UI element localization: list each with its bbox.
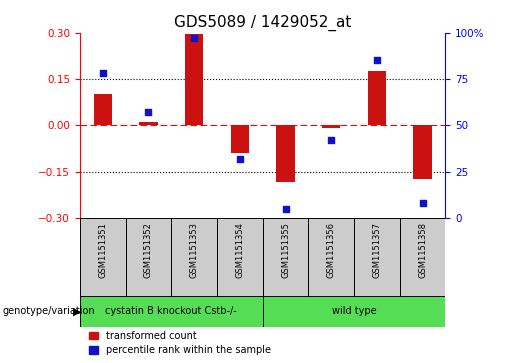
Point xyxy=(373,57,381,63)
Text: wild type: wild type xyxy=(332,306,376,316)
Point xyxy=(144,109,152,115)
Text: GSM1151357: GSM1151357 xyxy=(372,222,382,278)
Bar xyxy=(217,218,263,298)
Bar xyxy=(126,218,171,298)
Bar xyxy=(368,71,386,125)
Bar xyxy=(414,125,432,179)
Text: GSM1151356: GSM1151356 xyxy=(327,222,336,278)
Bar xyxy=(263,296,445,327)
Bar xyxy=(322,125,340,129)
Text: GSM1151353: GSM1151353 xyxy=(190,222,199,278)
Bar xyxy=(80,218,126,298)
Bar xyxy=(400,218,445,298)
Bar xyxy=(80,296,263,327)
Bar xyxy=(308,218,354,298)
Text: GSM1151352: GSM1151352 xyxy=(144,222,153,278)
Bar xyxy=(231,125,249,153)
Text: GSM1151351: GSM1151351 xyxy=(98,222,107,278)
Bar xyxy=(354,218,400,298)
Text: ▶: ▶ xyxy=(73,306,82,316)
Bar xyxy=(263,218,308,298)
Point xyxy=(419,200,427,206)
Text: cystatin B knockout Cstb-/-: cystatin B knockout Cstb-/- xyxy=(106,306,237,316)
Point xyxy=(236,156,244,162)
Title: GDS5089 / 1429052_at: GDS5089 / 1429052_at xyxy=(174,15,351,31)
Bar xyxy=(139,122,158,125)
Point xyxy=(327,137,335,143)
Point xyxy=(190,35,198,41)
Point xyxy=(281,205,289,211)
Bar xyxy=(94,94,112,125)
Bar xyxy=(185,34,203,125)
Bar xyxy=(277,125,295,182)
Point xyxy=(98,70,107,76)
Text: GSM1151358: GSM1151358 xyxy=(418,222,427,278)
Bar xyxy=(171,218,217,298)
Text: GSM1151354: GSM1151354 xyxy=(235,222,244,278)
Text: GSM1151355: GSM1151355 xyxy=(281,222,290,278)
Text: genotype/variation: genotype/variation xyxy=(3,306,95,316)
Legend: transformed count, percentile rank within the sample: transformed count, percentile rank withi… xyxy=(84,327,275,359)
